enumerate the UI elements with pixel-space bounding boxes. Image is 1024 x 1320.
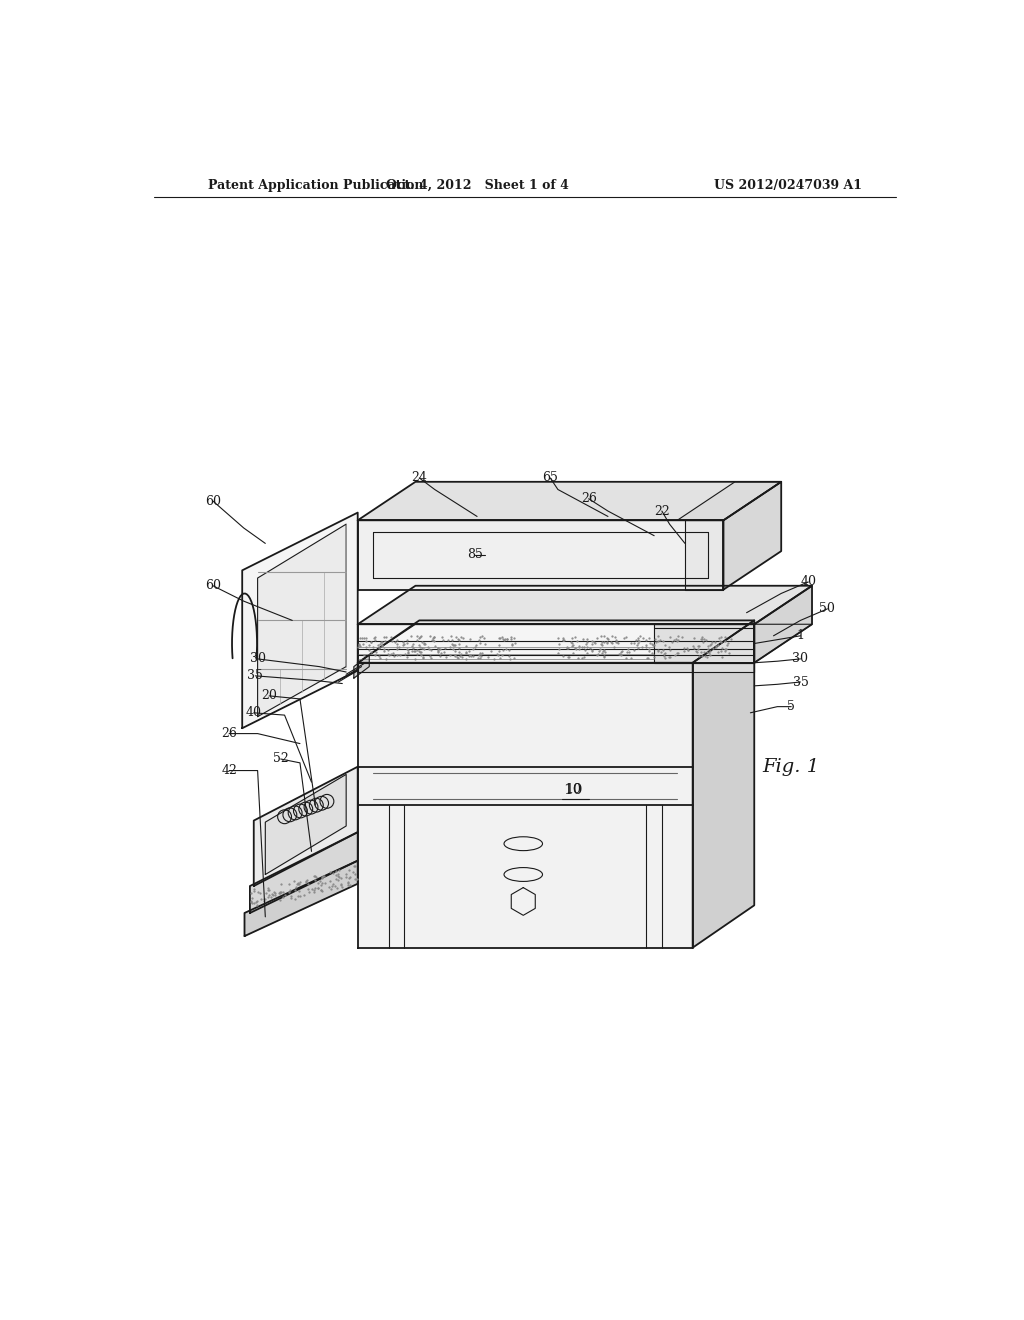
Polygon shape	[357, 663, 692, 948]
Text: 65: 65	[543, 471, 558, 484]
Polygon shape	[755, 586, 812, 663]
Text: 85: 85	[467, 548, 482, 561]
Polygon shape	[245, 861, 357, 936]
Polygon shape	[254, 767, 357, 886]
Polygon shape	[654, 624, 755, 663]
Text: 26: 26	[221, 727, 238, 741]
Ellipse shape	[504, 867, 543, 882]
Text: 5: 5	[787, 700, 796, 713]
Text: US 2012/0247039 A1: US 2012/0247039 A1	[714, 178, 862, 191]
Text: 10: 10	[563, 783, 583, 797]
Text: 52: 52	[272, 752, 289, 766]
Polygon shape	[357, 482, 781, 520]
Text: 60: 60	[205, 579, 221, 593]
Text: 35: 35	[248, 669, 263, 682]
Ellipse shape	[504, 837, 543, 850]
Polygon shape	[685, 520, 724, 590]
Polygon shape	[243, 512, 357, 729]
Polygon shape	[354, 655, 370, 678]
Text: 60: 60	[205, 495, 221, 508]
Polygon shape	[692, 620, 755, 948]
Polygon shape	[265, 775, 346, 875]
Polygon shape	[357, 624, 755, 663]
Text: 26: 26	[581, 492, 597, 506]
Polygon shape	[357, 624, 812, 663]
Text: 30: 30	[793, 652, 809, 665]
Text: Fig. 1: Fig. 1	[762, 758, 819, 776]
Text: 42: 42	[221, 764, 238, 777]
Polygon shape	[357, 620, 755, 663]
Polygon shape	[724, 482, 781, 590]
Text: 30: 30	[250, 652, 265, 665]
Text: Oct. 4, 2012   Sheet 1 of 4: Oct. 4, 2012 Sheet 1 of 4	[386, 178, 568, 191]
Polygon shape	[677, 482, 781, 520]
Polygon shape	[258, 524, 346, 717]
Text: Patent Application Publication: Patent Application Publication	[208, 178, 423, 191]
Text: 10: 10	[565, 783, 582, 796]
Text: 40: 40	[246, 706, 262, 719]
Polygon shape	[250, 832, 357, 913]
Text: 40: 40	[800, 576, 816, 589]
Text: 22: 22	[654, 504, 670, 517]
Text: 24: 24	[412, 471, 427, 484]
Text: 20: 20	[261, 689, 278, 702]
Text: 1: 1	[797, 630, 805, 643]
Polygon shape	[357, 520, 724, 590]
Polygon shape	[357, 586, 812, 624]
Text: 50: 50	[819, 602, 836, 615]
Polygon shape	[357, 663, 755, 672]
Text: 35: 35	[793, 676, 808, 689]
Polygon shape	[511, 887, 536, 915]
